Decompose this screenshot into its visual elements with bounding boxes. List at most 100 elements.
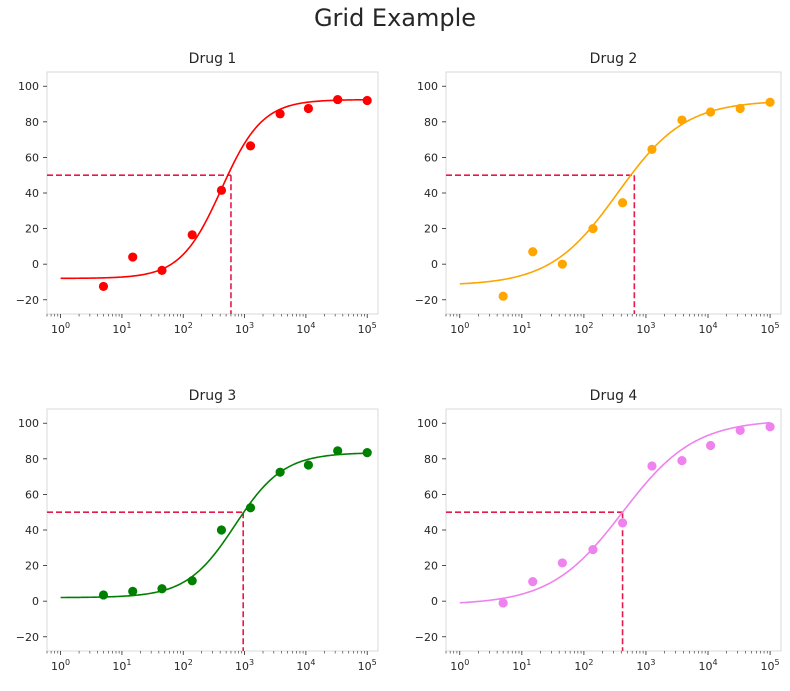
y-tick-label: 20 [25,223,39,236]
y-tick-label: 40 [424,187,438,200]
data-point [333,94,343,105]
y-tick-label: 60 [25,488,39,501]
figure-title: Grid Example [313,4,477,32]
fit-curve [459,421,771,604]
y-tick-label: 80 [25,116,39,129]
x-tick-label: 101 [112,321,131,336]
data-point [128,252,138,262]
data-point [333,446,343,456]
axes-frame [445,71,782,315]
fit-curve [60,98,368,280]
x-tick-label: 104 [698,321,717,336]
y-tick-label: 0 [32,258,39,271]
x-tick-label: 105 [358,658,377,673]
x-tick-label: 100 [51,321,70,336]
x-tick-label: 102 [174,321,193,336]
data-point [647,144,657,155]
y-tick-label: 60 [424,151,438,164]
data-point [557,558,567,568]
y-tick-label: 60 [424,488,438,501]
x-tick-label: 103 [235,658,254,673]
y-tick-label: 100 [18,417,39,430]
y-tick-label: −20 [415,631,438,644]
data-point [498,598,508,608]
data-point [303,460,314,470]
data-point [216,525,227,535]
y-tick-label: 80 [25,453,39,466]
data-point [765,97,775,107]
data-point [705,440,716,451]
y-tick-label: −20 [415,294,438,307]
subplot-drug-2: Drug 2 −20 0 20 40 60 80 100 100 101 102 103 104 105 [415,51,782,336]
y-tick-label: 0 [431,258,438,271]
data-point [98,590,109,600]
axes-frame [46,71,379,315]
axes-title: Drug 4 [590,388,638,404]
data-point [362,447,372,458]
y-tick-label: 40 [25,187,39,200]
data-point [617,198,628,208]
y-tick-label: 0 [32,595,39,608]
x-tick-label: 103 [636,321,655,336]
x-tick-label: 101 [512,658,531,673]
data-point [216,185,227,195]
y-tick-label: 100 [417,417,438,430]
data-point [588,223,598,234]
data-point [362,95,372,106]
data-point [528,577,538,587]
y-tick-label: 80 [424,453,438,466]
data-point [735,103,745,114]
data-point [187,230,197,240]
fit-curve [459,101,771,285]
x-tick-label: 100 [450,658,469,673]
data-point [98,281,109,292]
y-tick-label: 20 [424,223,438,236]
y-tick-label: 0 [431,595,438,608]
x-tick-label: 101 [512,321,531,336]
data-point [735,425,745,435]
data-point [275,467,285,477]
data-point [187,576,197,586]
data-point [677,115,687,125]
axes-title: Drug 3 [189,388,237,404]
data-point [245,141,256,151]
data-point [705,107,716,117]
y-tick-label: 80 [424,116,438,129]
x-tick-label: 103 [235,321,254,336]
y-tick-label: −20 [16,294,39,307]
data-point [157,584,167,594]
y-tick-label: −20 [16,631,39,644]
x-tick-label: 102 [174,658,193,673]
data-point [677,456,687,466]
x-tick-label: 105 [358,321,377,336]
subplot-drug-4: Drug 4 −20 0 20 40 60 80 100 100 101 102 103 104 105 [415,388,782,673]
subplot-drug-1: Drug 1 −20 0 20 40 60 80 100 100 101 102 103 104 105 [16,51,379,336]
axes-frame [445,408,782,652]
axes-title: Drug 1 [189,51,237,67]
data-point [617,518,628,528]
x-tick-label: 102 [574,321,593,336]
y-tick-label: 100 [417,80,438,93]
x-tick-label: 100 [450,321,469,336]
subplot-drug-3: Drug 3 −20 0 20 40 60 80 100 100 101 102 103 104 105 [16,388,379,673]
data-point [128,586,138,596]
y-tick-label: 100 [18,80,39,93]
y-tick-label: 40 [25,524,39,537]
x-tick-label: 104 [698,658,717,673]
x-tick-label: 105 [761,658,780,673]
fit-curve [60,452,368,599]
data-point [588,544,598,555]
data-point [498,291,508,301]
axes-frame [46,408,379,652]
data-point [528,247,538,257]
x-tick-label: 101 [112,658,131,673]
x-tick-label: 104 [296,321,315,336]
data-point [275,109,285,119]
axes-title: Drug 2 [590,51,638,67]
y-tick-label: 60 [25,151,39,164]
y-tick-label: 20 [424,560,438,573]
data-point [647,461,657,471]
x-tick-label: 103 [636,658,655,673]
